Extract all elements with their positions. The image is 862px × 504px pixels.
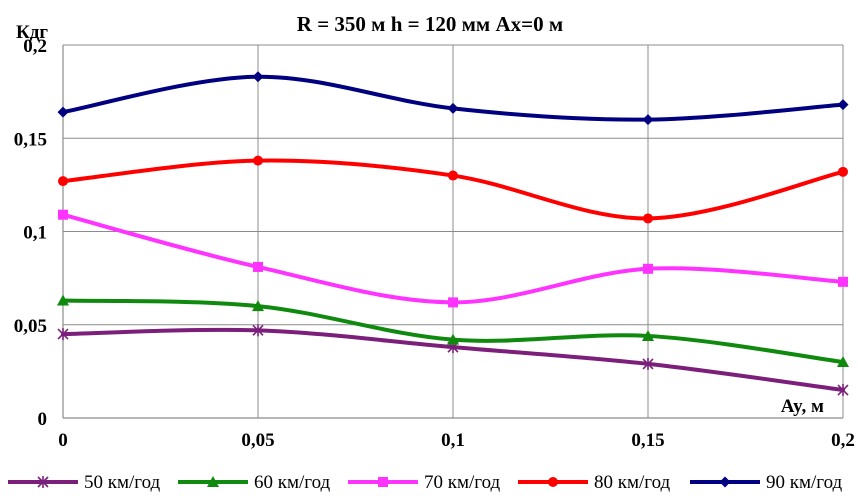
legend-label: 70 км/год — [424, 472, 501, 493]
series-1 — [57, 294, 849, 368]
x-axis-label: Ay, м — [781, 396, 824, 417]
data-point — [252, 300, 264, 312]
data-point — [643, 263, 653, 274]
series-0 — [57, 324, 849, 397]
series-3 — [58, 155, 848, 224]
data-point — [642, 357, 654, 370]
legend-item: 70 км/год — [348, 472, 501, 493]
legend-item: 50 км/год — [8, 472, 161, 493]
series-2 — [58, 209, 848, 308]
legend-marker — [719, 476, 731, 488]
data-point — [57, 106, 69, 118]
data-point — [253, 155, 263, 166]
data-point — [252, 71, 264, 83]
x-tick-label: 0 — [58, 430, 68, 451]
data-point — [837, 384, 849, 397]
data-point — [447, 102, 459, 114]
data-point — [448, 297, 458, 308]
y-tick-label: 0,1 — [23, 223, 47, 244]
y-axis-label: Кдг — [16, 22, 48, 43]
legend-label: 80 км/год — [594, 472, 671, 493]
data-point — [837, 356, 849, 368]
data-point — [57, 328, 69, 341]
y-tick-label: 0 — [38, 409, 48, 430]
data-point — [643, 213, 653, 224]
data-point — [57, 294, 69, 306]
data-point — [447, 333, 459, 345]
data-point — [58, 209, 68, 220]
legend-marker — [378, 477, 388, 487]
data-point — [838, 166, 848, 177]
data-point — [252, 324, 264, 337]
data-point — [837, 99, 849, 111]
series-4 — [57, 71, 849, 126]
legend-marker — [37, 476, 49, 488]
x-tick-label: 0,2 — [831, 430, 855, 451]
legend-marker — [548, 477, 558, 487]
chart-title: R = 350 м h = 120 мм Ax=0 м — [297, 12, 563, 36]
y-tick-label: 0,15 — [14, 129, 47, 150]
data-point — [642, 114, 654, 126]
data-point — [253, 261, 263, 272]
x-tick-label: 0,05 — [241, 430, 274, 451]
y-tick-label: 0,05 — [14, 316, 47, 337]
legend-item: 90 км/год — [690, 472, 843, 493]
legend-item: 80 км/год — [518, 472, 671, 493]
x-tick-label: 0,1 — [441, 430, 465, 451]
gridlines — [63, 44, 844, 418]
data-point — [642, 329, 654, 341]
legend-item: 60 км/год — [178, 472, 331, 493]
y-tick-label: 0,2 — [23, 36, 47, 57]
legend-marker — [207, 476, 219, 487]
data-point — [838, 276, 848, 287]
legend-label: 60 км/год — [254, 472, 331, 493]
data-point — [448, 170, 458, 181]
legend-label: 50 км/год — [84, 472, 161, 493]
legend: 50 км/год 60 км/год 70 км/год 80 км/год 90 к… — [8, 472, 843, 493]
series-lines — [57, 71, 849, 397]
x-tick-label: 0,15 — [631, 430, 664, 451]
tick-labels: 0 0,05 0,1 0,15 0,2 0 0,05 0,1 0,15 0,2 — [14, 36, 855, 451]
data-point — [58, 176, 68, 187]
legend-label: 90 км/год — [766, 472, 843, 493]
